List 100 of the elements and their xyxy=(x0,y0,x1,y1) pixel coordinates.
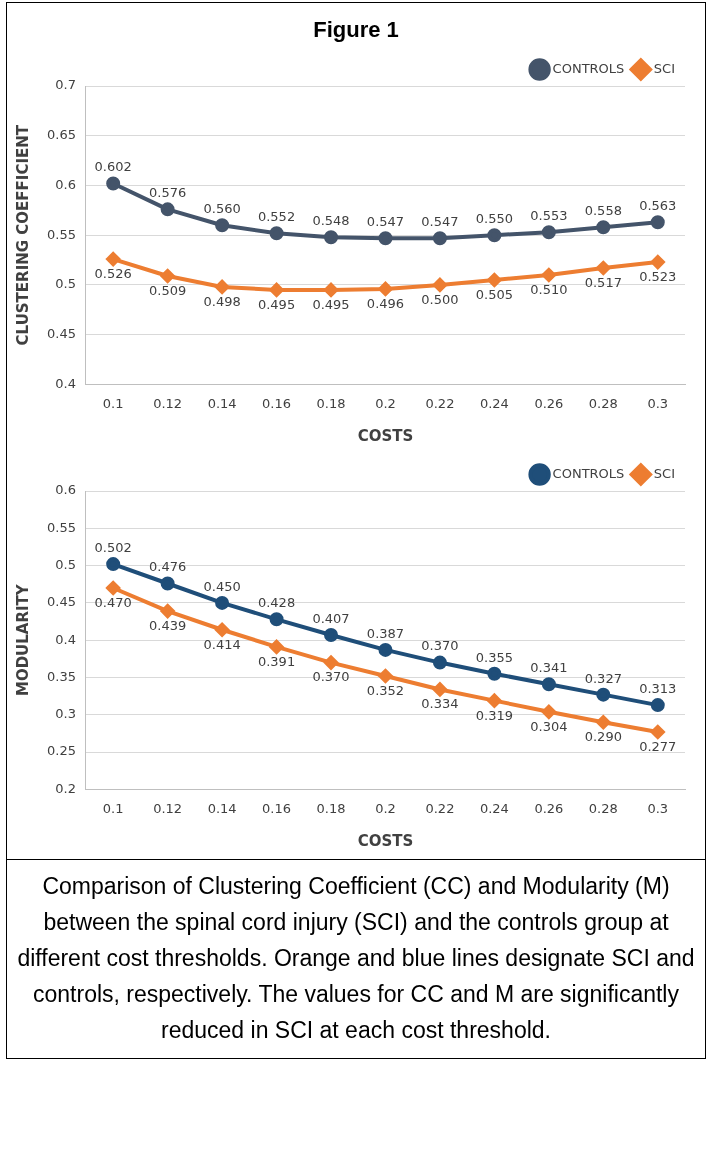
data-label: 0.313 xyxy=(639,680,677,696)
x-axis-title: COSTS xyxy=(357,426,414,445)
data-label: 0.352 xyxy=(366,682,405,698)
point xyxy=(650,215,665,230)
y-tick-label: 0.45 xyxy=(46,594,76,610)
x-tick-label: 0.12 xyxy=(153,800,183,816)
data-label: 0.414 xyxy=(203,636,241,652)
point xyxy=(215,218,230,233)
point xyxy=(324,655,339,670)
data-label: 0.509 xyxy=(149,282,187,298)
data-label: 0.428 xyxy=(257,595,296,611)
x-tick-label: 0.3 xyxy=(647,395,669,411)
x-tick-label: 0.16 xyxy=(262,800,292,816)
data-label: 0.510 xyxy=(530,281,568,297)
point xyxy=(487,666,502,681)
data-label: 0.495 xyxy=(312,296,350,312)
point xyxy=(269,282,284,297)
point xyxy=(324,230,339,245)
point xyxy=(215,595,230,610)
point xyxy=(378,231,393,246)
data-label: 0.450 xyxy=(203,578,241,594)
point xyxy=(378,642,393,657)
data-label: 0.552 xyxy=(257,209,296,225)
y-tick-label: 0.4 xyxy=(55,631,76,647)
data-label: 0.496 xyxy=(366,295,405,311)
data-label: 0.576 xyxy=(149,185,187,201)
chart-title: Figure 1 xyxy=(312,16,400,44)
legend-label: SCI xyxy=(653,60,676,76)
x-tick-label: 0.18 xyxy=(316,395,346,411)
y-tick-label: 0.65 xyxy=(46,127,76,143)
x-tick-label: 0.22 xyxy=(425,800,455,816)
point xyxy=(432,231,447,246)
point xyxy=(650,698,665,713)
data-label: 0.277 xyxy=(639,738,677,754)
point xyxy=(487,228,502,243)
point xyxy=(324,627,339,642)
point xyxy=(160,268,175,283)
data-label: 0.370 xyxy=(421,638,459,654)
data-label: 0.319 xyxy=(475,707,513,723)
x-tick-label: 0.28 xyxy=(588,395,618,411)
legend-label: CONTROLS xyxy=(552,60,625,76)
point xyxy=(650,724,665,739)
point xyxy=(160,576,175,591)
point xyxy=(596,261,611,276)
data-label: 0.550 xyxy=(475,211,513,227)
point xyxy=(106,252,121,267)
data-label: 0.502 xyxy=(94,539,132,555)
legend-label: SCI xyxy=(653,465,676,481)
point xyxy=(215,279,230,294)
point xyxy=(106,557,121,572)
y-tick-label: 0.7 xyxy=(55,77,76,93)
legend-label: CONTROLS xyxy=(552,465,625,481)
data-label: 0.548 xyxy=(312,213,350,229)
point xyxy=(432,682,447,697)
x-tick-label: 0.2 xyxy=(375,395,396,411)
point xyxy=(596,220,611,235)
point xyxy=(596,715,611,730)
data-label: 0.498 xyxy=(203,293,241,309)
y-tick-label: 0.25 xyxy=(46,743,76,759)
point xyxy=(269,226,284,241)
x-tick-label: 0.14 xyxy=(207,395,237,411)
x-tick-label: 0.24 xyxy=(479,800,509,816)
x-tick-label: 0.18 xyxy=(316,800,346,816)
data-label: 0.355 xyxy=(475,649,513,665)
point xyxy=(650,255,665,270)
data-label: 0.602 xyxy=(94,159,132,175)
point xyxy=(378,281,393,296)
x-tick-label: 0.26 xyxy=(534,395,564,411)
data-label: 0.304 xyxy=(530,718,568,734)
y-tick-label: 0.2 xyxy=(55,780,76,796)
data-label: 0.560 xyxy=(203,201,241,217)
data-label: 0.553 xyxy=(530,208,568,224)
point xyxy=(541,677,556,692)
y-tick-label: 0.5 xyxy=(55,276,76,292)
x-tick-label: 0.26 xyxy=(534,800,564,816)
point xyxy=(541,225,556,240)
data-label: 0.341 xyxy=(530,660,568,676)
point xyxy=(106,580,121,595)
y-tick-label: 0.45 xyxy=(46,326,76,342)
x-tick-label: 0.2 xyxy=(375,800,396,816)
data-label: 0.495 xyxy=(257,296,296,312)
data-label: 0.334 xyxy=(421,696,459,712)
data-label: 0.476 xyxy=(149,559,187,575)
text: Comparison of Clustering Coefficient (CC) and Modularity (M) between the spinal cord injury (SCI) and the controls group at different cost thresholds. Orange and blue lines designate SCI and controls, respectively. The values for CC and M are significantly reduced in SCI at each cost threshold. xyxy=(7,859,705,1058)
point xyxy=(160,202,175,217)
x-tick-label: 0.16 xyxy=(262,395,292,411)
y-tick-label: 0.6 xyxy=(55,482,76,498)
point xyxy=(432,655,447,670)
data-label: 0.547 xyxy=(366,214,405,230)
point xyxy=(324,282,339,297)
data-label: 0.290 xyxy=(584,729,622,745)
point xyxy=(106,176,121,191)
data-label: 0.391 xyxy=(257,653,296,669)
x-tick-label: 0.1 xyxy=(102,395,124,411)
data-label: 0.547 xyxy=(421,214,459,230)
point xyxy=(215,622,230,637)
point xyxy=(541,267,556,282)
y-tick-label: 0.6 xyxy=(55,176,76,192)
data-label: 0.558 xyxy=(584,203,622,219)
point xyxy=(487,693,502,708)
